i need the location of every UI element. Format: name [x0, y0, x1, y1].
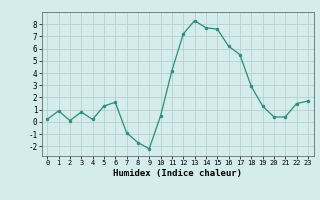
X-axis label: Humidex (Indice chaleur): Humidex (Indice chaleur)	[113, 169, 242, 178]
